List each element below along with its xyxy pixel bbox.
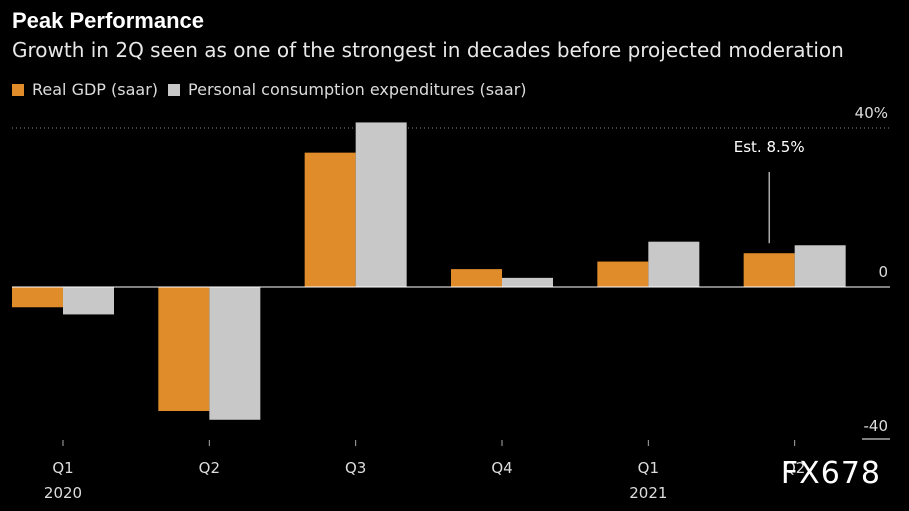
chart-subtitle: Growth in 2Q seen as one of the stronges…	[12, 38, 844, 62]
legend-item-gdp: Real GDP (saar)	[12, 80, 158, 99]
x-tick-label-1: Q2	[199, 459, 220, 477]
bar-pce-2	[355, 122, 407, 287]
bar-gdp-0	[12, 287, 63, 308]
legend-item-pce: Personal consumption expenditures (saar)	[168, 80, 527, 99]
bar-pce-1	[209, 287, 261, 420]
bar-gdp-4	[597, 261, 649, 287]
y-tick-label-2: -40	[864, 417, 889, 435]
legend-swatch-pce	[168, 83, 181, 96]
legend-label-pce: Personal consumption expenditures (saar)	[188, 80, 527, 99]
bar-pce-0	[63, 287, 114, 315]
bar-gdp-1	[158, 287, 210, 412]
x-tick-label-5: Q2	[784, 459, 805, 477]
bar-pce-4	[648, 241, 700, 287]
legend: Real GDP (saar) Personal consumption exp…	[12, 80, 537, 99]
legend-label-gdp: Real GDP (saar)	[32, 80, 159, 99]
x-year-label-4: 2021	[629, 484, 667, 502]
x-tick-label-4: Q1	[638, 459, 659, 477]
bar-gdp-2	[304, 152, 356, 287]
x-tick-label-2: Q3	[345, 459, 366, 477]
annotation-label: Est. 8.5%	[734, 138, 805, 156]
watermark: FX678	[780, 456, 881, 491]
x-tick-label-3: Q4	[491, 459, 512, 477]
x-year-label-0: 2020	[44, 484, 82, 502]
bar-pce-5	[794, 245, 846, 287]
y-tick-label-1: 0	[878, 263, 888, 281]
bar-pce-3	[502, 277, 553, 287]
bar-gdp-3	[451, 269, 502, 287]
legend-swatch-gdp	[12, 83, 24, 96]
chart-title: Peak Performance	[12, 8, 204, 33]
bar-gdp-5	[743, 253, 795, 287]
y-tick-label-0: 40%	[855, 104, 888, 122]
x-tick-label-0: Q1	[52, 459, 73, 477]
